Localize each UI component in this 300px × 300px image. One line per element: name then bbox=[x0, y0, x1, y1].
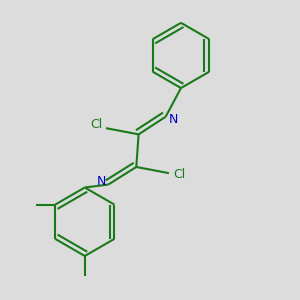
Text: N: N bbox=[96, 175, 106, 188]
Text: Cl: Cl bbox=[91, 118, 103, 131]
Text: Cl: Cl bbox=[173, 168, 185, 181]
Text: N: N bbox=[169, 113, 178, 126]
